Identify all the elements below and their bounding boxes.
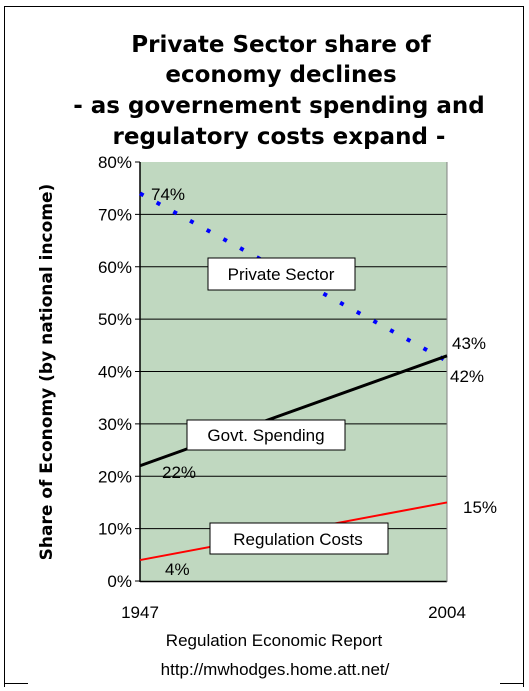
chart-title-line-3: - as governement spending and (73, 93, 485, 119)
data-label-private-start: 74% (151, 185, 185, 204)
frame-corner-right (500, 683, 524, 684)
y-tick-label: 50% (98, 310, 132, 329)
y-tick-label: 80% (98, 153, 132, 172)
data-label-private-end: 42% (450, 367, 484, 386)
data-label-govt-end: 43% (452, 334, 486, 353)
series-box-private-sector (207, 257, 356, 291)
chart-title-line-1: Private Sector share of (131, 32, 431, 58)
series-box-regulation-costs (209, 522, 389, 555)
y-ticks: 0% 10% 20% 30% 40% 50% 60% 70% 80% (98, 153, 140, 591)
y-tick-label: 20% (98, 467, 132, 486)
series-name-regulation-costs: Regulation Costs (233, 530, 362, 549)
chart-frame (4, 6, 524, 687)
y-axis-label: Share of Economy (by national income) (37, 184, 57, 561)
series-name-private-sector: Private Sector (228, 265, 335, 284)
y-tick-label: 10% (98, 520, 132, 539)
frame-corner-left (4, 683, 28, 684)
url-caption: http://mwhodges.home.att.net/ (161, 660, 390, 679)
y-tick-label: 60% (98, 258, 132, 277)
y-tick-label: 0% (107, 572, 132, 591)
data-label-reg-start: 4% (165, 560, 190, 579)
x-tick-label-start: 1947 (121, 603, 159, 622)
series-name-govt-spending: Govt. Spending (207, 426, 324, 445)
source-caption: Regulation Economic Report (166, 631, 383, 650)
x-tick-label-end: 2004 (428, 603, 466, 622)
y-tick-label: 70% (98, 205, 132, 224)
chart-title-line-2: economy declines (165, 62, 396, 88)
data-label-govt-start: 22% (162, 463, 196, 482)
series-box-govt-spending (186, 419, 346, 451)
y-tick-label: 30% (98, 415, 132, 434)
chart-title-line-4: regulatory costs expand - (113, 124, 446, 150)
data-label-reg-end: 15% (463, 498, 497, 517)
y-tick-label: 40% (98, 363, 132, 382)
